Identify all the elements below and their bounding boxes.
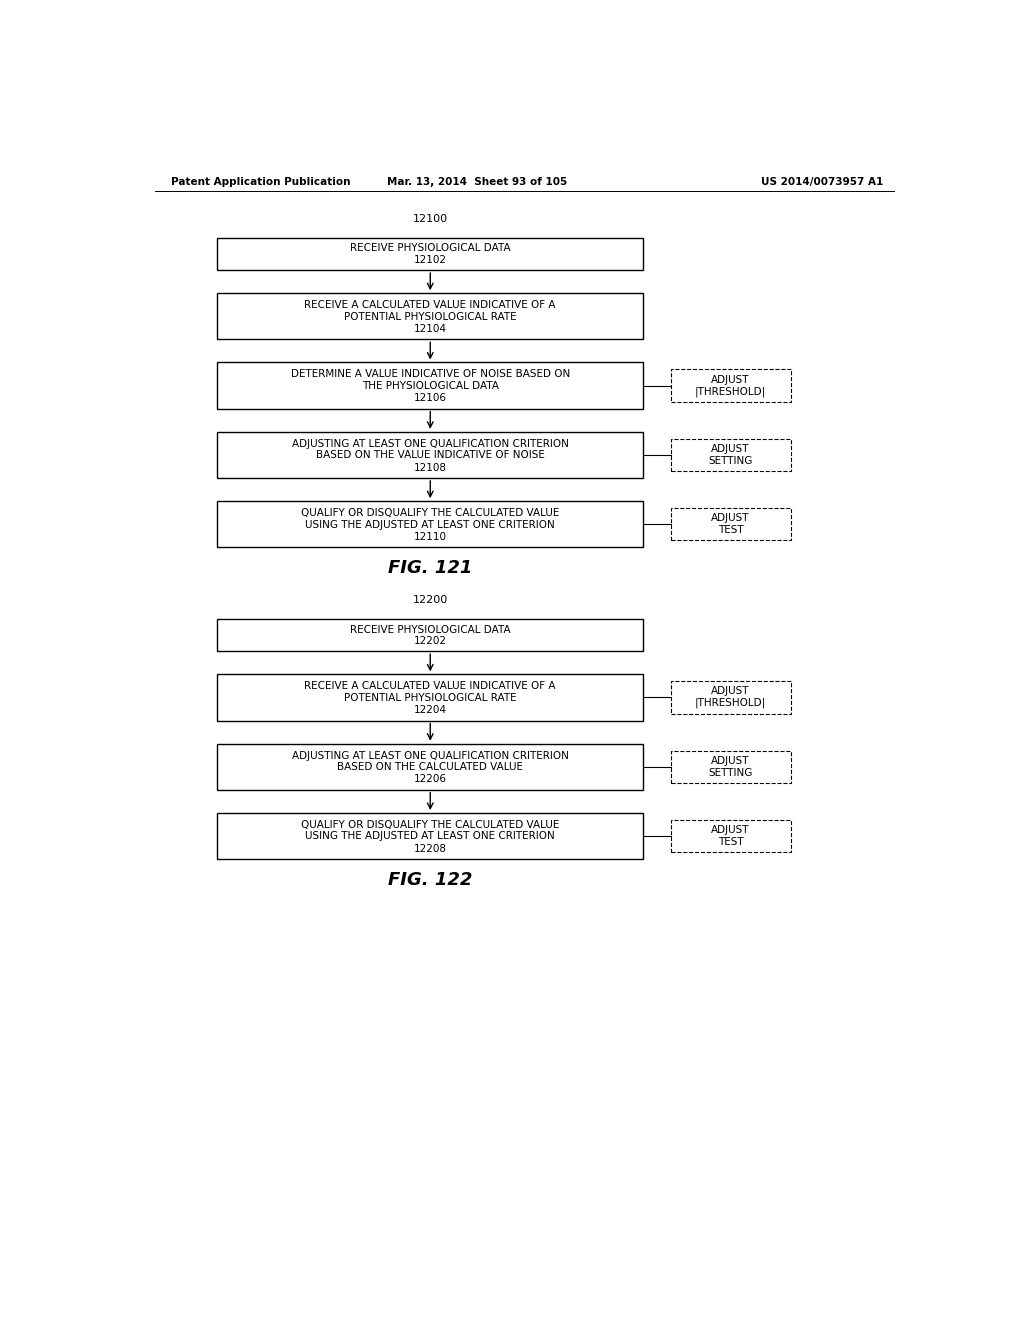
Text: ADJUST
SETTING: ADJUST SETTING bbox=[709, 444, 753, 466]
Text: RECEIVE PHYSIOLOGICAL DATA: RECEIVE PHYSIOLOGICAL DATA bbox=[350, 243, 511, 253]
Text: QUALIFY OR DISQUALIFY THE CALCULATED VALUE
USING THE ADJUSTED AT LEAST ONE CRITE: QUALIFY OR DISQUALIFY THE CALCULATED VAL… bbox=[301, 508, 559, 529]
Bar bbox=[671, 820, 791, 853]
Text: 12104: 12104 bbox=[414, 323, 446, 334]
Text: ADJUSTING AT LEAST ONE QUALIFICATION CRITERION
BASED ON THE CALCULATED VALUE: ADJUSTING AT LEAST ONE QUALIFICATION CRI… bbox=[292, 751, 568, 772]
Text: Mar. 13, 2014  Sheet 93 of 105: Mar. 13, 2014 Sheet 93 of 105 bbox=[387, 177, 567, 186]
Text: 12108: 12108 bbox=[414, 462, 446, 473]
Bar bbox=[217, 502, 643, 548]
Text: 12102: 12102 bbox=[414, 255, 446, 264]
Bar bbox=[217, 813, 643, 859]
Text: DETERMINE A VALUE INDICATIVE OF NOISE BASED ON
THE PHYSIOLOGICAL DATA: DETERMINE A VALUE INDICATIVE OF NOISE BA… bbox=[291, 370, 570, 391]
Bar bbox=[217, 743, 643, 789]
Bar bbox=[671, 370, 791, 401]
Text: 12206: 12206 bbox=[414, 775, 446, 784]
Text: ADJUST
TEST: ADJUST TEST bbox=[712, 825, 750, 847]
Bar bbox=[671, 681, 791, 714]
Text: ADJUST
|THRESHOLD|: ADJUST |THRESHOLD| bbox=[695, 375, 766, 396]
Text: RECEIVE PHYSIOLOGICAL DATA: RECEIVE PHYSIOLOGICAL DATA bbox=[350, 624, 511, 635]
Text: 12208: 12208 bbox=[414, 843, 446, 854]
Bar bbox=[217, 238, 643, 271]
Text: QUALIFY OR DISQUALIFY THE CALCULATED VALUE
USING THE ADJUSTED AT LEAST ONE CRITE: QUALIFY OR DISQUALIFY THE CALCULATED VAL… bbox=[301, 820, 559, 841]
Text: 12100: 12100 bbox=[413, 214, 447, 224]
Bar bbox=[217, 363, 643, 409]
Text: FIG. 122: FIG. 122 bbox=[388, 871, 472, 888]
Text: 12106: 12106 bbox=[414, 393, 446, 404]
Text: RECEIVE A CALCULATED VALUE INDICATIVE OF A
POTENTIAL PHYSIOLOGICAL RATE: RECEIVE A CALCULATED VALUE INDICATIVE OF… bbox=[304, 681, 556, 702]
Text: 12200: 12200 bbox=[413, 595, 447, 605]
Text: ADJUST
TEST: ADJUST TEST bbox=[712, 513, 750, 535]
Text: ADJUST
SETTING: ADJUST SETTING bbox=[709, 756, 753, 777]
Text: ADJUST
|THRESHOLD|: ADJUST |THRESHOLD| bbox=[695, 686, 766, 709]
Text: 12202: 12202 bbox=[414, 636, 446, 645]
Text: ADJUSTING AT LEAST ONE QUALIFICATION CRITERION
BASED ON THE VALUE INDICATIVE OF : ADJUSTING AT LEAST ONE QUALIFICATION CRI… bbox=[292, 438, 568, 461]
Text: 12110: 12110 bbox=[414, 532, 446, 543]
Bar bbox=[671, 508, 791, 540]
Bar bbox=[217, 432, 643, 478]
Text: US 2014/0073957 A1: US 2014/0073957 A1 bbox=[762, 177, 884, 186]
Text: 12204: 12204 bbox=[414, 705, 446, 715]
Bar bbox=[217, 619, 643, 651]
Text: FIG. 121: FIG. 121 bbox=[388, 558, 472, 577]
Text: Patent Application Publication: Patent Application Publication bbox=[171, 177, 350, 186]
Bar bbox=[217, 293, 643, 339]
Bar bbox=[671, 751, 791, 783]
Bar bbox=[671, 438, 791, 471]
Text: RECEIVE A CALCULATED VALUE INDICATIVE OF A
POTENTIAL PHYSIOLOGICAL RATE: RECEIVE A CALCULATED VALUE INDICATIVE OF… bbox=[304, 300, 556, 322]
Bar bbox=[217, 675, 643, 721]
